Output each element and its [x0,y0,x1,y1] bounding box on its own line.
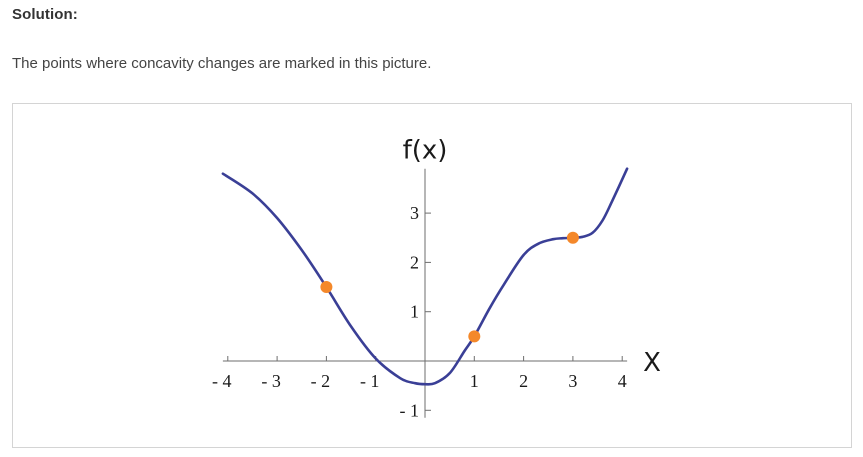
solution-heading: Solution: [12,6,78,23]
x-tick-label: 2 [519,371,528,391]
x-tick-label: - 2 [311,371,331,391]
x-axis-label: X [643,348,661,378]
x-tick-label: - 3 [261,371,281,391]
y-tick-label: 3 [410,203,419,223]
x-tick-label: - 4 [212,371,232,391]
inflection-point [566,231,579,244]
y-tick-label: 2 [410,252,419,272]
x-tick-label: 3 [568,371,577,391]
inflection-point [468,330,481,343]
y-tick-label: - 1 [400,400,420,420]
solution-text: The points where concavity changes are m… [12,55,432,72]
inflection-point [320,281,333,294]
x-tick-label: 4 [618,371,627,391]
y-tick-label: 1 [410,302,419,322]
x-tick-label: 1 [470,371,479,391]
x-tick-label: - 1 [360,371,380,391]
y-axis-label: f(x) [403,136,448,166]
